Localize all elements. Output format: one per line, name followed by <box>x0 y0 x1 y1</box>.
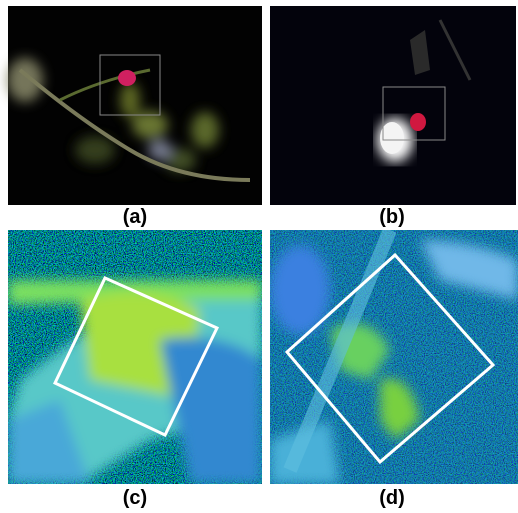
caption-a: (a) <box>85 206 185 229</box>
panels <box>0 0 518 513</box>
caption-c: (c) <box>85 487 185 510</box>
image-d <box>270 230 518 484</box>
image-a <box>7 6 262 205</box>
caption-d: (d) <box>342 487 442 510</box>
image-b <box>270 6 516 205</box>
figure: (a) (b) (c) (d) <box>0 0 518 513</box>
image-c <box>8 230 262 484</box>
caption-b: (b) <box>342 206 442 229</box>
